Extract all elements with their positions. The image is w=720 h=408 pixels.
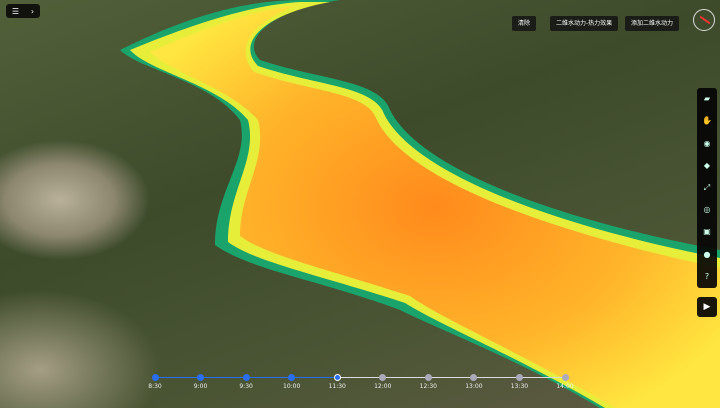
help-icon[interactable]: ? (704, 271, 710, 281)
measure-icon[interactable]: ⤢ (703, 182, 711, 192)
timeline[interactable]: 8:30 9:00 9:30 10:00 11:30 12:00 12:30 13:00 13:… (148, 374, 574, 397)
timeline-label: 12:30 (419, 383, 437, 390)
timeline-label: 11:30 (328, 383, 346, 390)
chevron-right-icon[interactable]: › (30, 6, 35, 16)
timeline-tick[interactable] (561, 374, 569, 381)
heat-effect-button[interactable]: 二维水动力-热力效果 (550, 16, 619, 31)
timeline-tick[interactable] (151, 374, 159, 381)
timeline-tick[interactable] (424, 374, 432, 381)
layers-icon[interactable]: ◆ (703, 160, 711, 170)
timeline-tick[interactable] (197, 374, 205, 381)
menu-toggle[interactable]: ☰ › (6, 4, 40, 18)
camera-icon[interactable]: ▣ (703, 227, 711, 237)
timeline-tick[interactable] (242, 374, 250, 381)
timeline-tick[interactable] (470, 374, 478, 381)
timeline-label: 10:00 (283, 383, 301, 390)
play-icon: ▶ (703, 302, 711, 312)
timeline-tick[interactable] (333, 374, 341, 381)
timeline-label: 12:00 (374, 383, 392, 390)
timeline-label: 8:30 (148, 383, 162, 390)
location-icon[interactable]: ◎ (703, 205, 711, 215)
timeline-label: 9:30 (239, 383, 253, 390)
timeline-tick[interactable] (288, 374, 296, 381)
timeline-label: 13:30 (510, 383, 529, 390)
timeline-label: 9:00 (193, 383, 208, 390)
timeline-tick[interactable] (515, 374, 523, 381)
eye-icon[interactable]: ◉ (703, 138, 711, 148)
menu-icon[interactable]: ☰ (11, 6, 20, 16)
folder-icon[interactable]: ▰ (703, 94, 711, 104)
clear-button[interactable]: 清除 (512, 16, 537, 31)
play-button[interactable]: ▶ (697, 297, 717, 317)
side-toolbar: ▰ ✋ ◉ ◆ ⤢ ◎ ▣ ● ? (697, 88, 717, 288)
timeline-tick[interactable] (379, 374, 387, 381)
hand-icon[interactable]: ✋ (702, 116, 712, 126)
timeline-label: 13:00 (465, 383, 483, 390)
add-hydrodynamic-button[interactable]: 添加二维水动力 (625, 16, 680, 31)
settings-icon[interactable]: ● (703, 249, 711, 259)
timeline-label: 14:00 (556, 383, 574, 390)
timeline-track (155, 377, 565, 378)
compass-icon[interactable] (693, 9, 715, 31)
